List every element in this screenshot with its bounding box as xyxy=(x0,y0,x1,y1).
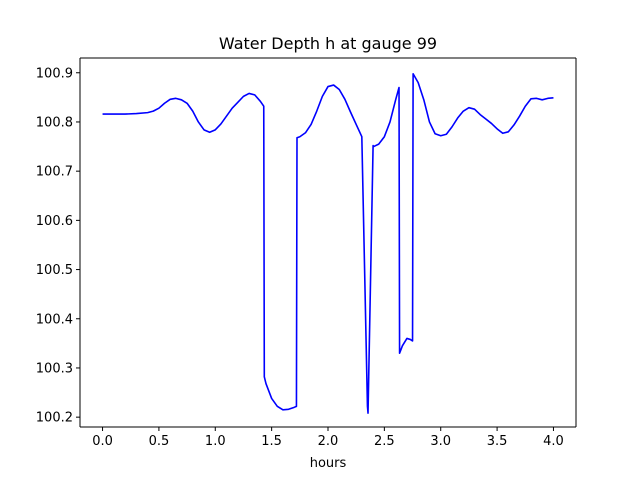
x-tick-label: 2.0 xyxy=(318,434,339,449)
y-tick-label: 100.8 xyxy=(36,115,73,130)
chart-title: Water Depth h at gauge 99 xyxy=(219,34,437,53)
x-tick-label: 2.5 xyxy=(374,434,395,449)
x-axis-label: hours xyxy=(310,456,347,471)
y-tick-label: 100.5 xyxy=(36,263,73,278)
series-line-0 xyxy=(102,72,554,415)
y-tick-label: 100.7 xyxy=(36,165,73,180)
x-tick-label: 4.0 xyxy=(543,434,564,449)
y-tick-label: 100.6 xyxy=(36,214,73,229)
x-tick-label: 0.0 xyxy=(92,434,113,449)
x-tick-label: 3.5 xyxy=(487,434,508,449)
y-tick-label: 100.2 xyxy=(36,411,73,426)
x-tick-label: 1.5 xyxy=(261,434,282,449)
y-tick-label: 100.4 xyxy=(36,312,73,327)
x-tick-label: 1.0 xyxy=(205,434,226,449)
plot-content: 0.0 0.5 1.0 1.5 2.0 2.5 3.0 3.5 4.0 100.2 100.3 100… xyxy=(36,57,577,449)
x-tick-label: 0.5 xyxy=(149,434,170,449)
y-tick-label: 100.9 xyxy=(36,66,73,81)
y-tick-label: 100.3 xyxy=(36,361,73,376)
x-tick-label: 3.0 xyxy=(430,434,451,449)
